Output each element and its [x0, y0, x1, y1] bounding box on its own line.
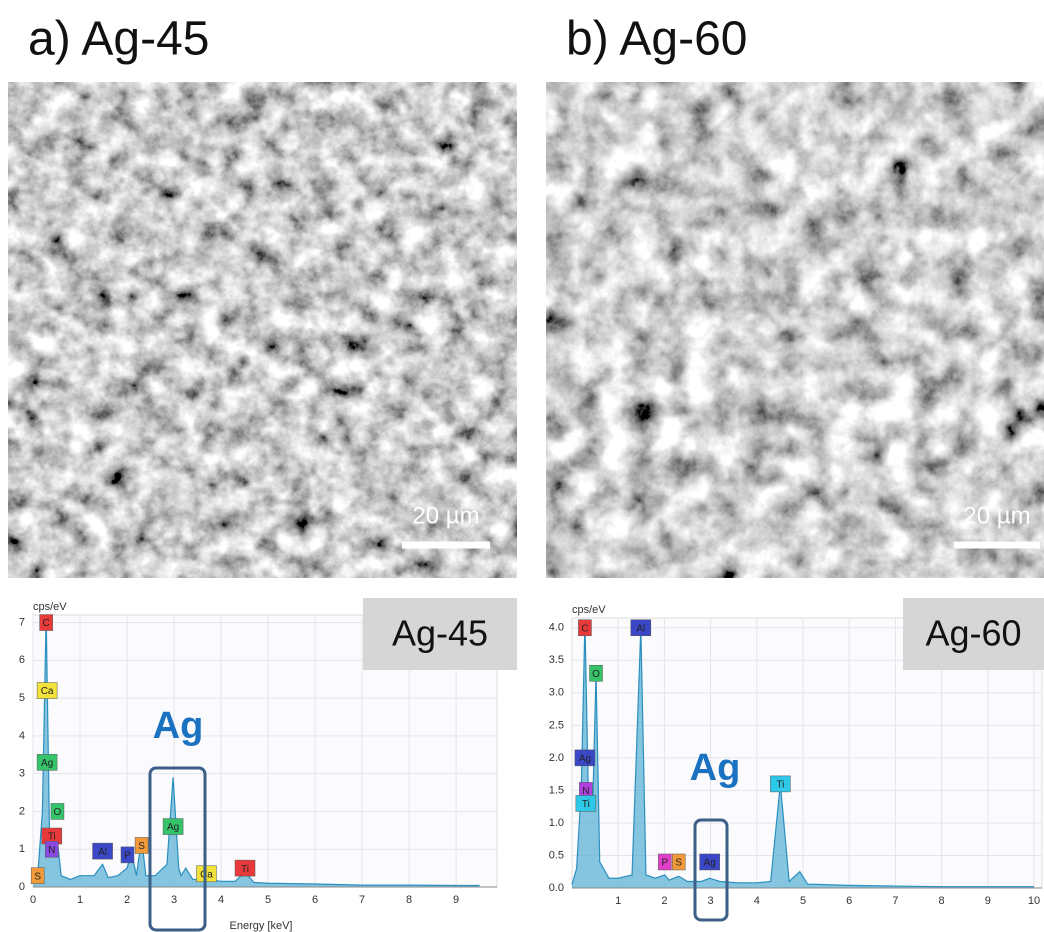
- element-label: S: [138, 841, 145, 852]
- scale-bar-label: 20 µm: [963, 502, 1030, 529]
- y-tick-label: 1.0: [549, 817, 564, 829]
- x-tick-label: 9: [453, 894, 459, 906]
- element-label: S: [34, 871, 41, 882]
- element-label: O: [54, 807, 62, 818]
- x-tick-label: 7: [892, 895, 898, 907]
- y-axis-label: cps/eV: [33, 601, 67, 613]
- element-label: Ag: [704, 858, 716, 869]
- element-label: Ti: [241, 864, 249, 875]
- y-tick-label: 2.0: [549, 752, 564, 764]
- y-tick-label: 3.5: [549, 654, 564, 666]
- element-label: C: [581, 623, 588, 634]
- y-tick-label: 3.0: [549, 687, 564, 699]
- x-tick-label: 2: [661, 895, 667, 907]
- x-tick-label: 6: [312, 894, 318, 906]
- x-tick-label: 2: [124, 894, 130, 906]
- y-tick-label: 1.5: [549, 784, 564, 796]
- highlight-label: Ag: [153, 705, 204, 747]
- sample-label: Ag-45: [392, 613, 488, 654]
- x-tick-label: 4: [218, 894, 224, 906]
- x-tick-label: 6: [846, 895, 852, 907]
- y-tick-label: 2.5: [549, 719, 564, 731]
- y-tick-label: 0.0: [549, 882, 564, 894]
- panel-title: b) Ag-60: [566, 13, 747, 66]
- y-tick-label: 0: [19, 881, 25, 893]
- panel-title: a) Ag-45: [28, 13, 209, 66]
- y-tick-label: 7: [19, 616, 25, 628]
- element-label: Ag: [579, 754, 591, 765]
- x-tick-label: 8: [406, 894, 412, 906]
- element-label: Al: [98, 847, 107, 858]
- x-tick-label: 1: [615, 895, 621, 907]
- y-axis-label: cps/eV: [572, 604, 606, 616]
- x-tick-label: 10: [1028, 895, 1040, 907]
- element-label: P: [662, 858, 669, 869]
- element-label: Ca: [41, 686, 54, 697]
- y-tick-label: 3: [19, 768, 25, 780]
- x-tick-label: 0: [30, 894, 36, 906]
- y-tick-label: 4: [19, 730, 25, 742]
- scale-bar-label: 20 µm: [412, 502, 479, 529]
- figure: a) Ag-45 20 µm 0 1 2 3 4 5 6 7 0 1 2 3 4 5 6 7 8 9 cps/eV Ene…: [0, 0, 1044, 932]
- y-tick-label: 0.5: [549, 849, 564, 861]
- element-label: Ti: [776, 780, 784, 791]
- y-tick-label: 5: [19, 692, 25, 704]
- element-label: Ca: [200, 869, 213, 880]
- x-tick-label: 8: [939, 895, 945, 907]
- element-label: O: [592, 669, 600, 680]
- y-tick-label: 1: [19, 843, 25, 855]
- y-tick-label: 6: [19, 654, 25, 666]
- sample-label: Ag-60: [925, 613, 1021, 654]
- x-tick-label: 5: [800, 895, 806, 907]
- x-tick-label: 5: [265, 894, 271, 906]
- x-tick-label: 4: [754, 895, 760, 907]
- y-tick-label: 4.0: [549, 622, 564, 634]
- x-axis-label: Energy [keV]: [230, 920, 293, 932]
- element-label: Ag: [167, 822, 179, 833]
- element-label: C: [43, 618, 50, 629]
- x-tick-label: 1: [77, 894, 83, 906]
- y-tick-label: 2: [19, 805, 25, 817]
- element-label: Ag: [41, 758, 53, 769]
- element-label: Ti: [582, 799, 590, 810]
- element-label: S: [675, 858, 682, 869]
- x-tick-label: 7: [359, 894, 365, 906]
- element-label: P: [124, 851, 131, 862]
- element-label: N: [48, 845, 55, 856]
- highlight-label: Ag: [690, 747, 741, 789]
- x-tick-label: 9: [985, 895, 991, 907]
- x-tick-label: 3: [171, 894, 177, 906]
- x-tick-label: 3: [708, 895, 714, 907]
- element-label: Al: [636, 623, 645, 634]
